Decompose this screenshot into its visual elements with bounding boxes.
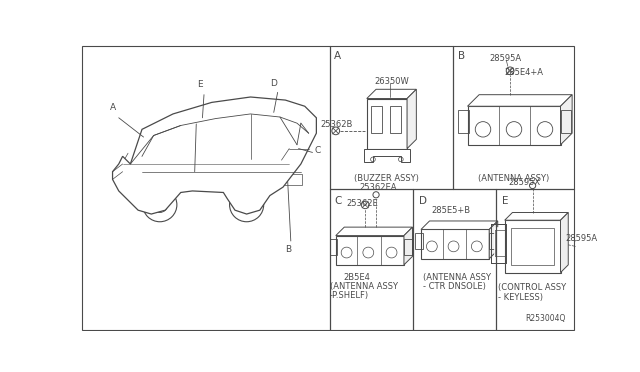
Text: R253004Q: R253004Q <box>525 314 565 323</box>
Circle shape <box>143 188 177 222</box>
Bar <box>489 233 497 249</box>
Circle shape <box>152 197 168 212</box>
Text: 25362B: 25362B <box>320 120 353 129</box>
Polygon shape <box>364 148 410 162</box>
Text: A: A <box>110 103 116 112</box>
Text: -P.SHELF): -P.SHELF) <box>330 291 369 300</box>
Circle shape <box>230 188 264 222</box>
Polygon shape <box>113 97 316 214</box>
Text: A: A <box>334 51 341 61</box>
Text: C: C <box>334 196 342 206</box>
Text: (ANTENNA ASSY: (ANTENNA ASSY <box>330 282 397 291</box>
Text: B: B <box>458 51 465 61</box>
Text: D: D <box>419 196 427 206</box>
Text: 28595A: 28595A <box>489 54 522 63</box>
Text: 25362EA: 25362EA <box>359 183 397 192</box>
Bar <box>371 106 382 133</box>
Text: - KEYLESS): - KEYLESS) <box>499 293 543 302</box>
Bar <box>330 240 337 255</box>
Bar <box>390 106 401 133</box>
Bar <box>367 99 407 148</box>
Polygon shape <box>336 227 412 235</box>
Bar <box>467 106 561 145</box>
Text: 28595X: 28595X <box>509 178 541 187</box>
Text: 28595A: 28595A <box>565 234 597 243</box>
Polygon shape <box>561 212 568 273</box>
Bar <box>404 240 412 255</box>
Text: 26350W: 26350W <box>374 77 409 86</box>
Text: B: B <box>285 245 291 254</box>
Bar <box>283 174 303 185</box>
Polygon shape <box>467 95 572 106</box>
Bar <box>494 227 503 260</box>
Text: C: C <box>314 145 320 155</box>
Bar <box>561 110 572 133</box>
Bar <box>421 230 489 259</box>
Bar <box>458 110 469 133</box>
Text: E: E <box>197 80 203 89</box>
Bar <box>336 235 404 265</box>
Bar <box>511 228 554 265</box>
Circle shape <box>239 197 254 212</box>
Text: (BUZZER ASSY): (BUZZER ASSY) <box>354 174 419 183</box>
Text: 285E4+A: 285E4+A <box>505 68 544 77</box>
Polygon shape <box>561 95 572 145</box>
Text: 285E5+B: 285E5+B <box>432 206 471 215</box>
Text: E: E <box>502 196 508 206</box>
Text: (CONTROL ASSY: (CONTROL ASSY <box>499 283 566 292</box>
Polygon shape <box>489 221 498 259</box>
Polygon shape <box>505 212 568 220</box>
Text: D: D <box>270 79 277 88</box>
Text: 25362E: 25362E <box>347 199 378 208</box>
Polygon shape <box>421 221 498 230</box>
Text: 2B5E4: 2B5E4 <box>344 273 371 282</box>
Bar <box>415 233 422 249</box>
Text: (ANTENNA ASSY: (ANTENNA ASSY <box>422 273 490 282</box>
Text: - CTR DNSOLE): - CTR DNSOLE) <box>422 282 485 291</box>
Text: (ANTENNA ASSY): (ANTENNA ASSY) <box>477 174 549 183</box>
Bar <box>491 224 506 263</box>
Polygon shape <box>407 89 417 148</box>
Polygon shape <box>404 227 412 265</box>
Polygon shape <box>367 89 417 99</box>
Bar <box>505 220 561 273</box>
